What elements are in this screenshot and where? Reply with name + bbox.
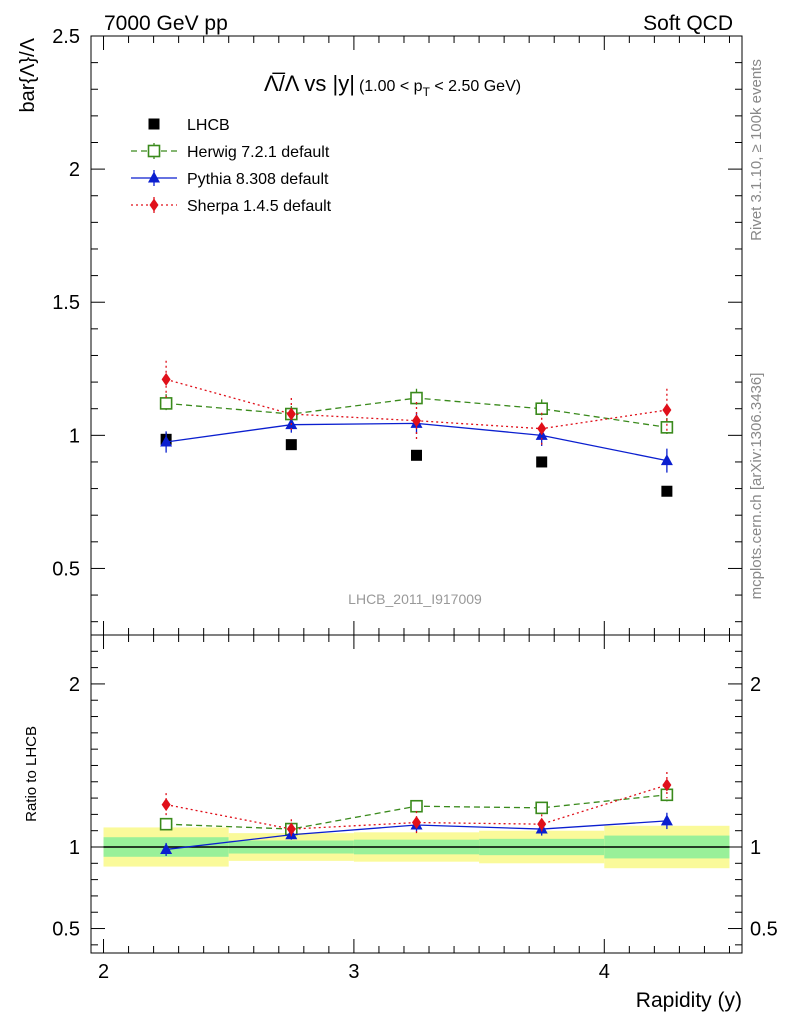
ratio-series-layer: [159, 771, 674, 856]
legend: LHCB Herwig 7.2.1 default Pythia 8.308 def…: [131, 117, 332, 215]
main-axis-ticks: 0.5 1 1.5 2 2.5: [52, 26, 742, 635]
ratio-pythia-point: [660, 814, 673, 826]
main-ylabel: bar{Λ}/Λ: [17, 37, 39, 112]
main-herwig-point: [159, 397, 173, 410]
main-sherpa-point: [537, 422, 547, 436]
ratio-sherpa-line: [165, 784, 668, 830]
ratio-frame: [90, 634, 743, 954]
main-lhcb-point: [411, 449, 422, 461]
legend-herwig-label: Herwig 7.2.1 default: [187, 144, 330, 161]
plot-title: Λ̅/Λ vs |y| (1.00 < pT < 2.50 GeV): [264, 71, 521, 99]
main-ytick-label: 1: [69, 425, 80, 447]
xtick-label: 2: [98, 961, 109, 983]
legend-herwig-marker: [147, 144, 161, 158]
ratio-ytick-label-right: 1: [750, 837, 761, 859]
plot-title-main: Λ̅/Λ vs |y|: [264, 71, 355, 96]
xtick-label: 3: [348, 961, 359, 983]
main-ytick-label: 2.5: [52, 26, 80, 48]
ratio-ylabel: Ratio to LHCB: [23, 726, 40, 822]
legend-lhcb-marker: [148, 118, 160, 130]
main-sherpa-point: [662, 403, 672, 417]
main-ytick-label: 0.5: [52, 558, 80, 580]
xtick-label: 4: [599, 961, 610, 983]
main-panel: 0.5 1 1.5 2 2.5 LHCB Herwig 7.2.1 default Pyth…: [52, 26, 743, 636]
legend-pythia-label: Pythia 8.308 default: [187, 171, 329, 188]
main-series-layer: [159, 360, 674, 497]
ratio-sherpa-point: [662, 778, 672, 792]
legend-lhcb-label: LHCB: [187, 117, 230, 134]
ratio-herwig-point: [410, 799, 423, 813]
ratio-herwig-point: [159, 817, 173, 831]
ratio-ytick-label: 1: [69, 837, 80, 859]
ratio-axis-ticks: 0.5 0.5 1 1 2 2 2 3 4: [52, 634, 778, 983]
main-ytick-label: 1.5: [52, 292, 80, 314]
legend-pythia-marker: [148, 171, 160, 183]
main-sherpa-point: [412, 414, 421, 428]
ratio-ytick-label-right: 2: [750, 674, 761, 696]
plot-title-range: (1.00 < p: [359, 78, 423, 95]
ratio-herwig-point: [535, 801, 548, 815]
ratio-sherpa-point: [537, 817, 547, 831]
ratio-ytick-label-right: 0.5: [750, 919, 778, 941]
rivet-version-label: Rivet 3.1.10, ≥ 100k events: [748, 59, 765, 241]
main-herwig-point: [660, 421, 674, 434]
main-lhcb-point: [536, 456, 548, 468]
x-axis-title: Rapidity (y): [636, 989, 742, 1012]
ratio-uncertainty-band: [103, 825, 730, 869]
plot-title-range-tail: < 2.50 GeV): [430, 78, 521, 95]
analysis-watermark: LHCB_2011_I917009: [348, 591, 482, 607]
collision-energy-label: 7000 GeV pp: [104, 12, 228, 35]
ratio-sherpa-point: [161, 798, 171, 812]
ratio-sherpa-point: [286, 822, 296, 836]
main-sherpa-point: [161, 372, 171, 386]
process-label: Soft QCD: [643, 12, 733, 35]
ratio-ytick-label: 2: [69, 674, 80, 696]
main-sherpa-point: [286, 407, 296, 421]
plot-title-pt-index: T: [423, 85, 431, 99]
main-herwig-point: [535, 402, 548, 416]
ratio-ytick-label: 0.5: [52, 919, 80, 941]
ratio-sherpa-point: [412, 816, 421, 830]
legend-sherpa-marker: [149, 198, 159, 212]
ratio-pythia-point: [160, 842, 173, 854]
main-ytick-label: 2: [69, 159, 80, 181]
mcplots-credit-label: mcplots.cern.ch [arXiv:1306.3436]: [748, 373, 765, 600]
ratio-panel: 0.5 0.5 1 1 2 2 2 3 4: [52, 634, 778, 983]
main-pythia-point: [160, 435, 173, 447]
main-lhcb-point: [285, 439, 297, 451]
main-lhcb-point: [661, 485, 673, 497]
legend-sherpa-label: Sherpa 1.4.5 default: [187, 198, 332, 215]
main-pythia-point: [660, 454, 673, 466]
main-herwig-point: [410, 391, 423, 405]
